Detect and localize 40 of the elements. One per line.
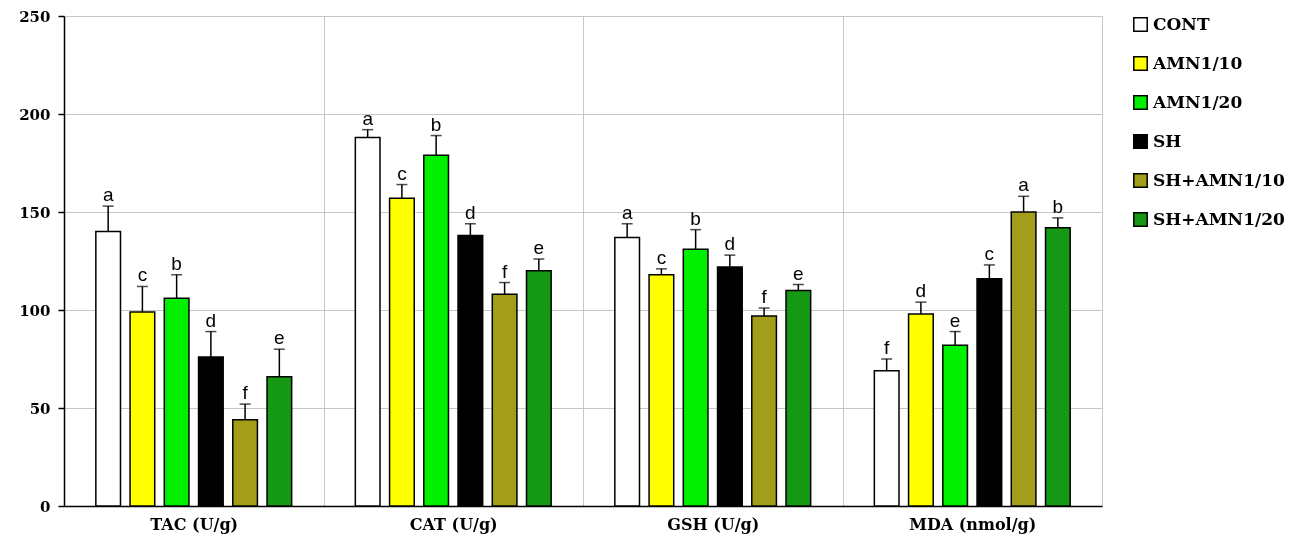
legend-label: CONT (1153, 13, 1210, 34)
legend-label: AMN1/20 (1152, 91, 1243, 112)
data-label: b (1052, 195, 1064, 217)
legend-label: SH+AMN1/10 (1153, 169, 1285, 190)
data-label: e (533, 237, 545, 259)
x-tick-label: GSH (U/g) (667, 514, 760, 534)
data-label: e (949, 309, 961, 331)
data-label: d (915, 280, 927, 302)
y-tick-label: 250 (19, 7, 51, 26)
legend-label: SH (1153, 130, 1182, 151)
x-tick-label: TAC (U/g) (150, 514, 239, 534)
data-label: a (362, 107, 374, 129)
data-label: b (430, 113, 442, 135)
data-label: d (465, 201, 476, 223)
data-label: d (724, 233, 736, 255)
data-label: f (884, 337, 891, 358)
data-label: a (621, 201, 633, 223)
y-tick-label: 200 (19, 105, 51, 124)
data-label: b (690, 207, 701, 229)
data-label: a (102, 184, 114, 206)
data-label: f (242, 382, 249, 404)
x-tick-label: CAT (U/g) (409, 514, 498, 534)
data-label: b (171, 252, 182, 274)
data-label: d (205, 309, 217, 331)
data-label: f (501, 260, 508, 282)
y-tick-label: 50 (29, 399, 51, 418)
x-tick-label: MDA (nmol/g) (909, 514, 1037, 534)
data-label: e (274, 327, 285, 349)
data-label: a (1018, 174, 1030, 196)
data-label: c (656, 246, 667, 268)
y-tick-label: 150 (19, 203, 51, 222)
y-tick-label: 100 (19, 301, 51, 320)
data-label: f (761, 286, 768, 308)
y-tick-label: 0 (40, 497, 51, 516)
data-label: e (793, 262, 804, 284)
data-label: c (137, 264, 148, 286)
data-label: c (984, 242, 995, 264)
legend-label: SH+AMN1/20 (1153, 208, 1285, 229)
data-label: c (397, 162, 407, 184)
legend-label: AMN1/10 (1152, 52, 1243, 73)
